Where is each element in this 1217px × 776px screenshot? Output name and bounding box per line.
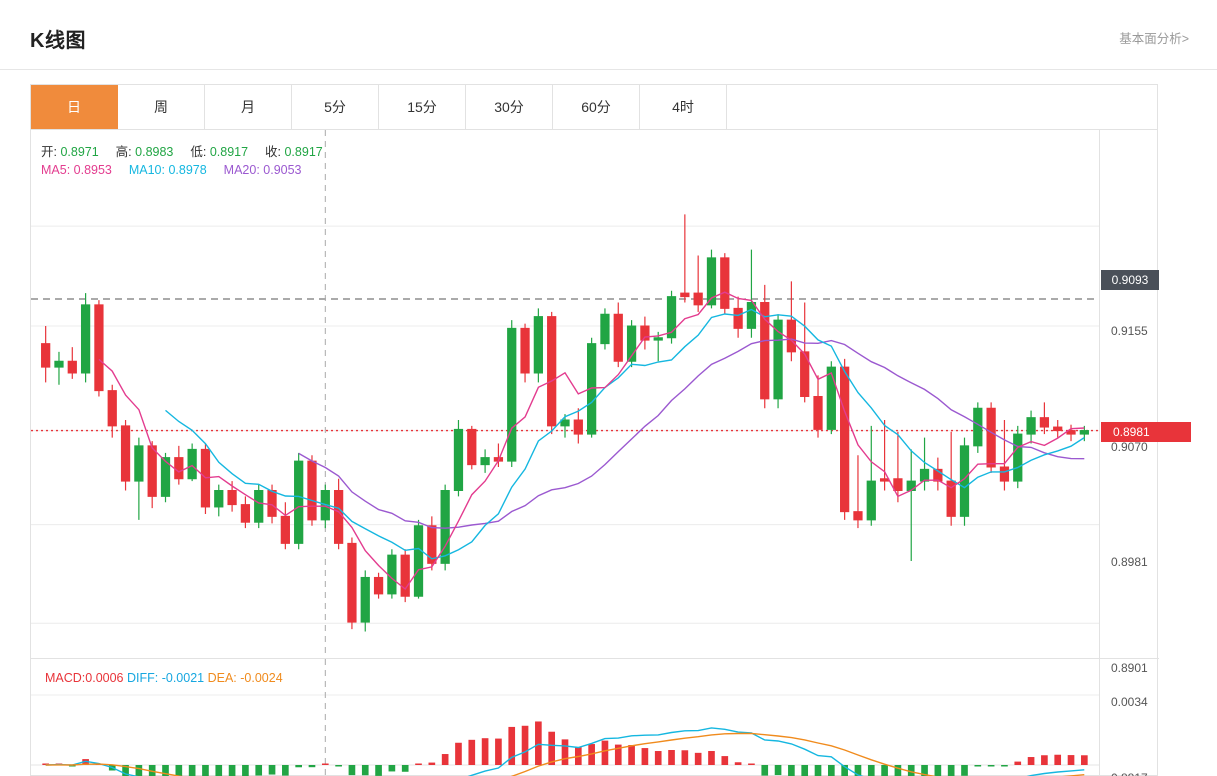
low-value: 0.8917 xyxy=(209,145,249,159)
candlestick-plot[interactable] xyxy=(31,130,1099,658)
macd-legend: MACD:0.0006 DIFF: -0.0021 DEA: -0.0024 xyxy=(45,671,283,685)
tab-60min[interactable]: 60分 xyxy=(553,85,640,129)
macd-tick-0: 0.0034 xyxy=(1111,695,1148,709)
tab-4hour[interactable]: 4时 xyxy=(640,85,727,129)
high-value: 0.8983 xyxy=(135,145,174,159)
open-label: 开: xyxy=(41,145,57,159)
macd-plot[interactable] xyxy=(31,659,1099,776)
low-label: 低: xyxy=(190,145,207,159)
page-title: K线图 xyxy=(30,30,86,52)
tab-5min[interactable]: 5分 xyxy=(292,85,379,129)
period-tabbar: 日 周 月 5分 15分 30分 60分 4时 xyxy=(30,84,1158,130)
last-price-tag: 0.8981 xyxy=(1101,422,1191,442)
ma-legend: MA5: 0.8953 MA10: 0.8978 MA20: 0.9053 xyxy=(41,163,302,177)
tab-day[interactable]: 日 xyxy=(31,85,118,129)
price-axis-divider xyxy=(1099,130,1100,776)
dea-value: DEA: -0.0024 xyxy=(207,671,283,685)
open-value: 0.8971 xyxy=(60,145,99,159)
fundamental-analysis-link[interactable]: 基本面分析> xyxy=(1119,32,1189,46)
price-tick-0: 0.9155 xyxy=(1111,324,1148,338)
price-tick-4: 0.8817 xyxy=(1111,771,1148,776)
close-value: 0.8917 xyxy=(284,145,323,159)
crosshair-price-tag: 0.9093 xyxy=(1101,270,1159,290)
price-tick-2: 0.8981 xyxy=(1111,555,1148,569)
tab-month[interactable]: 月 xyxy=(205,85,292,129)
page-header: K线图 基本面分析> xyxy=(0,0,1217,70)
ma5-legend: MA5: 0.8953 xyxy=(41,163,112,177)
price-tick-3: 0.8901 xyxy=(1111,661,1148,675)
ohlc-legend: 开: 0.8971 高: 0.8983 低: 0.8917 收: 0.8917 xyxy=(41,141,323,160)
tab-30min[interactable]: 30分 xyxy=(466,85,553,129)
ma10-legend: MA10: 0.8978 xyxy=(128,163,207,177)
tab-15min[interactable]: 15分 xyxy=(379,85,466,129)
panel-divider xyxy=(31,658,1159,659)
macd-value: MACD:0.0006 xyxy=(45,671,124,685)
chart-area[interactable]: 开: 0.8971 高: 0.8983 低: 0.8917 收: 0.8917 … xyxy=(30,130,1191,776)
diff-value: DIFF: -0.0021 xyxy=(127,671,205,685)
price-tick-1: 0.9070 xyxy=(1111,440,1148,454)
close-label: 收: xyxy=(265,145,281,159)
tab-week[interactable]: 周 xyxy=(118,85,205,129)
ma20-legend: MA20: 0.9053 xyxy=(223,163,302,177)
tabbar-filler xyxy=(727,85,1157,129)
high-label: 高: xyxy=(115,145,132,159)
